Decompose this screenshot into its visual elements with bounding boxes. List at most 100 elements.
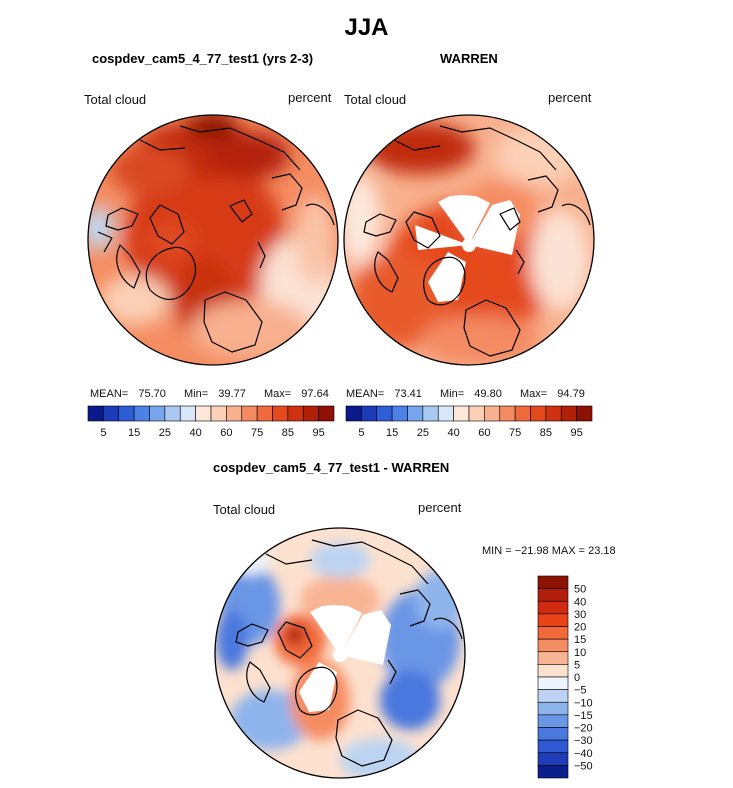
panel2-colorbar-swatch [407,405,424,422]
panel1-mean-value: 75.70 [138,388,166,400]
panel2-colorbar-swatch [468,405,485,422]
panel2-colorbar-tick-label: 60 [478,427,490,439]
panel3-colorbar-swatch [537,613,569,627]
panel2-colorbar-tick-label: 25 [417,427,429,439]
panel2-coastlines [363,125,591,357]
panel3-colorbar-swatch [537,664,569,678]
panel3-colorbar-tick-label: 10 [574,647,586,659]
panel1-colorbar-swatch [149,405,166,422]
panel2-min-value: 49.80 [474,388,502,400]
panel3-colorbar-swatch [537,651,569,665]
panel2-colorbar-swatch [530,405,547,422]
panel2-colorbar-tick-label: 40 [448,427,460,439]
panel1-colorbar-swatch [118,405,135,422]
panel2-colorbar-swatch [437,405,454,422]
panel2-title: WARREN [440,51,498,66]
panel1-colorbar: 5 15 25 40 60 75 85 95 [87,405,335,439]
panel1-colorbar-swatch [179,405,196,422]
panel1-colorbar-swatch [256,405,273,422]
panel2-colorbar-tick-label: 75 [509,427,521,439]
panel1-colorbar-swatch [241,405,258,422]
panel3-colorbar-swatch [537,600,569,615]
panel2-colorbar-swatch [499,405,516,422]
panel1-colorbar-tick-label: 40 [190,427,202,439]
panel1-colorbar-swatch [195,405,212,422]
panel3-colorbar-tick-label: 40 [574,596,586,608]
panel3-colorbar-swatch [537,727,569,741]
panel3-field [215,528,465,778]
panel2-min-label: Min= [440,388,465,400]
panel3-coastlines [235,539,463,767]
panel3-colorbar-tick-label: −5 [574,685,587,697]
panel2-colorbar-swatch [361,405,378,422]
panel1-colorbar-swatch [318,405,335,422]
panel2-colorbar-tick-label: 95 [571,427,583,439]
panel3-map [214,527,466,779]
panel1-colorbar-swatch [226,405,243,422]
panel1-colorbar-swatch [210,405,227,422]
panel1-colorbar-swatch [164,405,181,422]
panel1-colorbar-swatch [302,405,319,422]
panel1-max-label: Max= [263,388,292,400]
panel1-units-label: percent [288,90,332,105]
panel3-colorbar-swatch [537,689,569,703]
panel2-colorbar-swatch [376,405,393,422]
panel1-stats: MEAN= 75.70 Min= 39.77 Max= 97.64 [90,388,329,400]
panel3-colorbar-tick-label: 15 [574,634,586,646]
panel2-field [344,115,594,365]
panel3-colorbar-tick-label: −10 [574,697,593,709]
panel1-colorbar-tick-label: 95 [313,427,325,439]
page-title: JJA [344,14,389,41]
panel3-colorbar-tick-label: 5 [574,659,580,671]
panel1-colorbar-swatch [287,405,304,422]
panel3-missing-data [299,605,391,712]
panel2-colorbar-tick-label: 85 [540,427,552,439]
panel1-title: cospdev_cam5_4_77_test1 (yrs 2-3) [92,51,314,66]
panel3-colorbar-swatch [537,765,569,779]
panel1-colorbar-swatch [133,405,150,422]
panel1-field-label: Total cloud [84,92,147,107]
panel3-colorbar-swatch [537,626,569,640]
panel2-colorbar-swatch [484,405,501,422]
panel3-units-label: percent [418,500,462,515]
panel1-mean-label: MEAN= [90,388,129,400]
panel3-stats: MIN = −21.98 MAX = 23.18 [482,545,616,557]
panel2-colorbar-tick-label: 15 [386,427,398,439]
panel1-colorbar-tick-label: 25 [159,427,171,439]
panel2-colorbar-swatch [560,405,577,422]
panel3-colorbar-swatch [537,701,569,716]
panel1-colorbar-swatch [272,405,289,422]
panel3-colorbar-tick-label: −40 [574,748,593,760]
panel3-colorbar-swatch [537,739,569,754]
panel2-map-boundary [343,114,595,366]
panel2-max-label: Max= [519,388,548,400]
panel1-colorbar-tick-label: 15 [128,427,140,439]
panel2-colorbar-swatch [545,405,562,422]
panel2-max-value: 94.79 [557,388,585,400]
panel3-colorbar-tick-label: 20 [574,622,586,634]
panel2-colorbar-swatch [576,405,593,422]
panel2-colorbar-swatch [391,405,408,422]
panel1-field [88,115,338,365]
panel1-min-value: 39.77 [218,388,246,400]
panel2-colorbar: 5 15 25 40 60 75 85 95 [345,405,593,439]
panel1-max-value: 97.64 [301,388,329,400]
panel2-colorbar-swatch [422,405,439,422]
panel2-field-label: Total cloud [344,92,407,107]
panel2-colorbar-swatch [345,405,362,422]
panel1-map [87,114,339,366]
panel2-colorbar-swatch [453,405,470,422]
panel3-colorbar-tick-label: −30 [574,735,593,747]
panel3-colorbar-swatch [537,676,569,690]
panel3-colorbar-tick-label: −50 [574,760,593,772]
panel2-colorbar-tick-label: 5 [358,427,364,439]
panel2-stats: MEAN= 73.41 Min= 49.80 Max= 94.79 [346,388,585,400]
panel3-colorbar-tick-label: 50 [574,584,586,596]
panel3-colorbar-tick-label: −20 [574,723,593,735]
panel3-map-boundary [214,527,466,779]
panel2-colorbar-swatch [514,405,531,422]
panel1-colorbar-tick-label: 85 [282,427,294,439]
panel3-colorbar-swatch [537,638,569,653]
